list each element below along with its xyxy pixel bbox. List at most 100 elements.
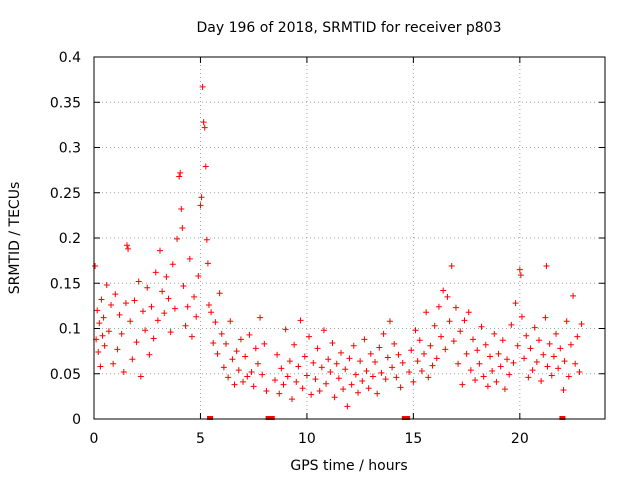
data-point — [248, 368, 255, 375]
data-point — [484, 383, 491, 390]
data-point — [177, 169, 184, 176]
data-point — [188, 333, 195, 340]
data-point — [395, 351, 402, 358]
x-tick-label: 10 — [298, 431, 316, 447]
data-point — [197, 202, 204, 209]
y-tick-label: 0.35 — [50, 95, 81, 111]
data-point — [357, 358, 364, 365]
data-point — [198, 194, 205, 201]
data-point — [517, 272, 524, 279]
data-point — [397, 384, 404, 391]
y-axis-label: SRMTID / TECUs — [7, 182, 23, 295]
data-point — [227, 318, 234, 325]
data-point — [469, 336, 476, 343]
data-point — [369, 373, 376, 380]
data-point — [531, 324, 538, 331]
data-point — [218, 330, 225, 337]
data-point — [561, 358, 568, 365]
data-point — [418, 368, 425, 375]
data-point — [438, 333, 445, 340]
data-point — [268, 416, 275, 420]
data-point — [278, 365, 285, 372]
data-point — [355, 389, 362, 396]
data-point — [457, 328, 464, 335]
data-point — [289, 396, 296, 403]
data-point — [214, 350, 221, 357]
data-point — [98, 296, 105, 303]
data-point — [325, 356, 332, 363]
data-point — [201, 124, 208, 131]
data-point — [254, 360, 261, 367]
data-point — [293, 378, 300, 385]
data-point — [361, 336, 368, 343]
data-point — [348, 381, 355, 388]
data-point — [237, 336, 244, 343]
data-point — [137, 373, 144, 380]
data-point — [207, 416, 214, 420]
data-point — [335, 375, 342, 382]
data-point — [421, 350, 428, 357]
data-point — [276, 390, 283, 397]
data-point — [295, 363, 302, 370]
data-point — [176, 173, 183, 180]
data-point — [410, 378, 417, 385]
data-point — [372, 358, 379, 365]
data-point — [350, 342, 357, 349]
data-point — [504, 356, 511, 363]
data-point — [303, 372, 310, 379]
data-point — [150, 335, 157, 342]
data-point — [163, 273, 170, 280]
data-point — [203, 236, 210, 243]
data-point — [105, 328, 112, 335]
data-point — [157, 247, 164, 254]
data-point — [95, 349, 102, 356]
data-point — [444, 293, 451, 300]
data-point — [408, 347, 415, 354]
data-point — [199, 83, 206, 90]
data-point — [271, 377, 278, 384]
data-point — [540, 351, 547, 358]
data-point — [533, 358, 540, 365]
data-point — [210, 339, 217, 346]
data-point — [538, 377, 545, 384]
data-point — [314, 345, 321, 352]
data-point — [261, 340, 268, 347]
data-point — [286, 358, 293, 365]
data-point — [367, 350, 374, 357]
data-point — [191, 293, 198, 300]
data-point — [327, 368, 334, 375]
data-point — [399, 359, 406, 366]
data-point — [406, 368, 413, 375]
data-point — [342, 366, 349, 373]
y-tick-label: 0.4 — [59, 50, 81, 66]
data-point — [154, 317, 161, 324]
data-point — [182, 322, 189, 329]
data-point — [167, 329, 174, 336]
data-point — [233, 348, 240, 355]
data-point — [297, 317, 304, 324]
data-point — [108, 301, 115, 308]
data-point — [403, 416, 410, 420]
data-point — [493, 378, 500, 385]
data-point — [508, 321, 515, 328]
data-point — [263, 387, 270, 394]
data-point — [559, 416, 566, 420]
data-point — [212, 319, 219, 326]
data-point — [195, 273, 202, 280]
data-point — [142, 327, 149, 334]
data-point — [529, 367, 536, 374]
data-point — [544, 363, 551, 370]
data-point — [495, 350, 502, 357]
data-point — [555, 365, 562, 372]
data-point — [148, 303, 155, 310]
data-point — [346, 355, 353, 362]
data-point — [389, 364, 396, 371]
data-point — [229, 356, 236, 363]
data-point — [376, 344, 383, 351]
data-point — [161, 310, 168, 317]
data-point — [133, 339, 140, 346]
data-point — [535, 337, 542, 344]
data-point — [560, 387, 567, 394]
data-point — [139, 308, 146, 315]
data-point — [299, 385, 306, 392]
